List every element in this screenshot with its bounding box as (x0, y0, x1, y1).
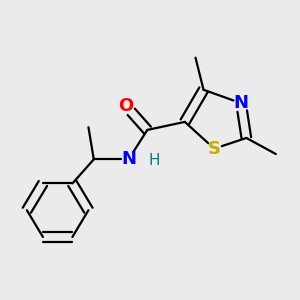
Text: O: O (118, 97, 134, 115)
Text: N: N (233, 94, 248, 112)
Text: N: N (121, 150, 136, 168)
Text: H: H (149, 153, 160, 168)
Text: S: S (208, 140, 221, 158)
